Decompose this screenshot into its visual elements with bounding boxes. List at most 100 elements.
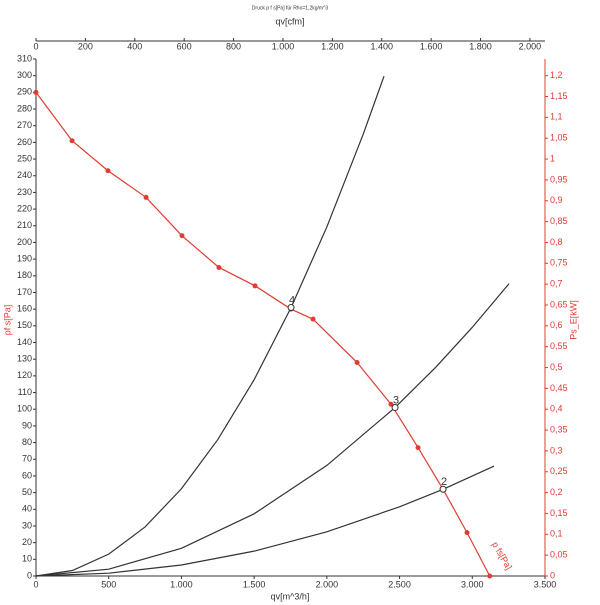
y-tick-label: 80 [22, 437, 32, 447]
curve-point [179, 233, 185, 239]
y-tick-label: 190 [17, 254, 32, 264]
curve-point [415, 445, 421, 451]
chart-title: Druck p f s[Pa] für Rho=1,2kg/m^3 [252, 5, 329, 11]
x2-tick-label: 200 [78, 41, 93, 51]
y-tick-label: 230 [17, 187, 32, 197]
y2-tick-label: 0,55 [550, 341, 568, 351]
y2-tick-label: 0,6 [550, 320, 563, 330]
operating-point-label: 3 [393, 394, 399, 406]
y-tick-label: 310 [17, 53, 32, 63]
x-tick-label: 2.000 [316, 579, 339, 589]
y-tick-label: 20 [22, 537, 32, 547]
y2-tick-label: 0,25 [550, 466, 568, 476]
y-tick-label: 140 [17, 337, 32, 347]
curve [35, 75, 385, 577]
curve-label: p fs[Pa] [490, 540, 514, 571]
y2-tick-label: 1,05 [550, 133, 568, 143]
curve-point [487, 573, 493, 579]
y2-tick-label: 0,35 [550, 424, 568, 434]
y2-tick-label: 0,3 [550, 445, 563, 455]
y-tick-label: 150 [17, 320, 32, 330]
x2-tick-label: 2.000 [519, 41, 542, 51]
y-tick-label: 40 [22, 504, 32, 514]
y2-tick-label: 0 [550, 570, 555, 580]
curve-point [388, 401, 394, 407]
curve-point [310, 316, 316, 322]
curve-point [252, 283, 258, 289]
operating-point-label: 2 [441, 476, 447, 488]
y-tick-label: 210 [17, 220, 32, 230]
x-tick-label: 500 [101, 579, 116, 589]
x-tick-label: 0 [33, 579, 38, 589]
operating-point [391, 404, 399, 412]
y-tick-label: 70 [22, 454, 32, 464]
y2-tick-label: 0,85 [550, 216, 568, 226]
y2-tick-label: 1,2 [550, 70, 563, 80]
y-tick-label: 30 [22, 520, 32, 530]
curve-point [105, 168, 111, 174]
y-tick-label: 300 [17, 70, 32, 80]
y2-tick-label: 0,8 [550, 237, 563, 247]
y2-tick-label: 0,15 [550, 508, 568, 518]
y2-tick-label: 1,1 [550, 112, 563, 122]
operating-point [439, 485, 447, 493]
curve-point [69, 138, 75, 144]
x2-tick-label: 800 [226, 41, 241, 51]
x2-tick-label: 1.000 [272, 41, 295, 51]
x2-tick-label: 1.200 [321, 41, 344, 51]
y-tick-label: 260 [17, 137, 32, 147]
y-tick-label: 180 [17, 270, 32, 280]
y-tick-label: 110 [18, 387, 32, 397]
x2-tick-label: 400 [127, 41, 142, 51]
operating-point [287, 303, 295, 311]
y2-tick-label: 0,05 [550, 550, 568, 560]
y-tick-label: 160 [17, 304, 32, 314]
x2-axis-label: qv[cfm] [275, 16, 304, 26]
curve-point [216, 264, 222, 270]
y-tick-label: 120 [17, 370, 32, 380]
y-tick-label: 50 [22, 487, 32, 497]
x2-tick-label: 1.400 [370, 41, 393, 51]
y-tick-label: 250 [17, 153, 32, 163]
x-axis-label: qv[m^3/h] [271, 591, 310, 601]
y2-tick-label: 0,7 [550, 279, 563, 289]
y-tick-label: 170 [17, 287, 32, 297]
y-tick-label: 0 [27, 570, 32, 580]
x-tick-label: 3.500 [534, 579, 557, 589]
y-tick-label: 100 [17, 404, 32, 414]
y-tick-label: 60 [22, 470, 32, 480]
curve [35, 283, 510, 577]
y-tick-label: 90 [22, 420, 32, 430]
operating-point-label: 4 [289, 294, 295, 306]
x2-tick-label: 1.600 [420, 41, 443, 51]
curve [35, 465, 495, 577]
y2-tick-label: 0,75 [550, 258, 568, 268]
x2-tick-label: 1.800 [469, 41, 492, 51]
x-tick-label: 1.000 [170, 579, 193, 589]
y-tick-label: 270 [17, 120, 32, 130]
x-tick-label: 1.500 [243, 579, 266, 589]
y2-axis-label: Ps_E[kW] [568, 300, 578, 340]
curve-point [354, 360, 360, 366]
y-tick-label: 280 [17, 103, 32, 113]
y-tick-label: 290 [17, 87, 32, 97]
y2-tick-label: 1,15 [550, 91, 568, 101]
y-axis-label: pf s[Pa] [2, 305, 12, 336]
y-tick-label: 200 [17, 237, 32, 247]
y2-tick-label: 0,45 [550, 383, 568, 393]
y2-tick-label: 0,9 [550, 195, 563, 205]
y2-tick-label: 0,4 [550, 404, 563, 414]
y-tick-label: 220 [17, 203, 32, 213]
y2-tick-label: 1 [550, 153, 555, 163]
x2-tick-label: 0 [33, 41, 38, 51]
y-tick-label: 130 [17, 354, 32, 364]
x2-tick-label: 600 [177, 41, 192, 51]
x-tick-label: 3.000 [461, 579, 484, 589]
curve-point [464, 530, 470, 536]
y2-tick-label: 0,5 [550, 362, 563, 372]
y2-tick-label: 0,65 [550, 299, 568, 309]
y-tick-label: 240 [17, 170, 32, 180]
y-tick-label: 10 [22, 554, 32, 564]
y2-tick-label: 0,1 [550, 529, 563, 539]
